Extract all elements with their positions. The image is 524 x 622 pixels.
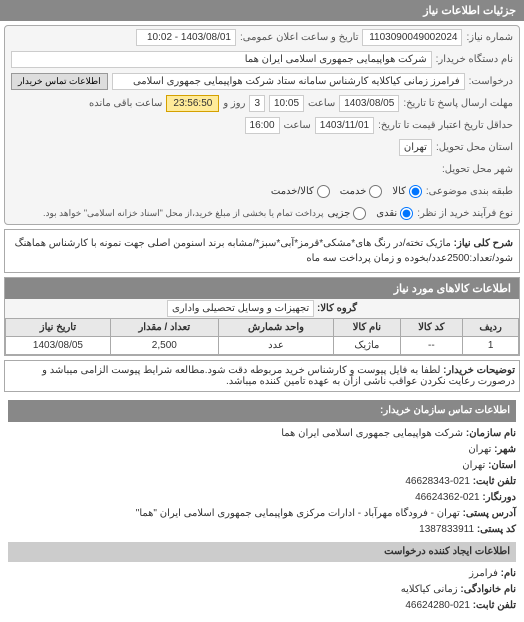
requester-value: شرکت هواپیمایی جمهوری اسلامی ایران هما	[11, 51, 432, 68]
contact-province-label: استان:	[488, 460, 516, 471]
datetime-label: تاریخ و ساعت اعلان عمومی:	[240, 32, 359, 43]
cell-code: --	[400, 337, 463, 355]
cash-radio-label: نقدی	[376, 208, 397, 219]
name-label: نام:	[501, 568, 516, 579]
deadline-time-label: ساعت	[308, 98, 335, 109]
service-radio-label: خدمت	[340, 186, 367, 197]
classification-radios: کالا خدمت کالا/خدمت	[271, 185, 422, 198]
page-title: جزئیات اطلاعات نیاز	[423, 5, 516, 17]
ref-number-value: 1103090049002024	[362, 29, 462, 46]
contact-city-value: تهران	[468, 444, 491, 455]
group-value: تجهیزات و وسایل تحصیلی واداری	[167, 300, 314, 317]
partial-radio-label: جزیی	[327, 208, 350, 219]
validity-label: حداقل تاریخ اعتبار قیمت تا تاریخ:	[378, 120, 513, 131]
org-label: نام سازمان:	[466, 428, 516, 439]
validity-time: 16:00	[245, 117, 280, 134]
goods-table-section: اطلاعات کالاهای مورد نیاز گروه کالا: تجه…	[4, 277, 520, 356]
creator-header: اطلاعات ایجاد کننده درخواست	[8, 542, 516, 562]
info-section: شماره نیاز: 1103090049002024 تاریخ و ساع…	[4, 25, 520, 225]
remaining-days-label: روز و	[223, 98, 245, 109]
cell-unit: عدد	[218, 337, 334, 355]
org-value: شرکت هواپیمایی جمهوری اسلامی ایران هما	[281, 428, 463, 439]
goods-radio[interactable]	[409, 185, 422, 198]
contact-header: اطلاعات تماس سازمان خریدار:	[8, 400, 516, 422]
phone2-value: 021-46624280	[405, 600, 470, 611]
table-row: 1 -- ماژیک عدد 2,500 1403/08/05	[6, 337, 519, 355]
payment-type-label: نوع فرآیند خرید از نظر:	[417, 208, 513, 219]
deadline-time: 10:05	[269, 95, 304, 112]
phone-value: 021-46628343	[405, 476, 470, 487]
fax-label: دورنگار:	[482, 492, 516, 503]
address-value: تهران - فرودگاه مهرآباد - ادارات مرکزی ه…	[136, 508, 460, 519]
remaining-days: 3	[249, 95, 265, 112]
contact-buyer-button[interactable]: اطلاعات تماس خریدار	[11, 73, 108, 90]
cell-name: ماژیک	[334, 337, 400, 355]
family-value: زمانی کیاکلایه	[401, 584, 458, 595]
postal-value: 1387833911	[419, 524, 474, 535]
request-value: فرامرز زمانی کیاکلایه کارشناس سامانه ستا…	[112, 73, 465, 90]
goods-table: ردیف کد کالا نام کالا واحد شمارش تعداد /…	[5, 318, 519, 355]
description-label: شرح کلی نیاز:	[454, 238, 513, 249]
contact-province-value: تهران	[462, 460, 485, 471]
page-header: جزئیات اطلاعات نیاز	[0, 0, 524, 21]
goods-service-radio[interactable]	[317, 185, 330, 198]
goods-service-radio-label: کالا/خدمت	[271, 186, 314, 197]
deadline-label: مهلت ارسال پاسخ تا تاریخ:	[403, 98, 513, 109]
col-code: کد کالا	[400, 319, 463, 337]
buyer-notes-box: توضیحات خریدار: لطفا به فایل پیوست و کار…	[4, 360, 520, 392]
goods-section-title: اطلاعات کالاهای مورد نیاز	[5, 278, 519, 299]
validity-date: 1403/11/01	[315, 117, 374, 134]
cell-date: 1403/08/05	[6, 337, 111, 355]
validity-time-label: ساعت	[284, 120, 311, 131]
service-radio[interactable]	[369, 185, 382, 198]
postal-label: کد پستی:	[477, 524, 516, 535]
col-unit: واحد شمارش	[218, 319, 334, 337]
phone-label: تلفن ثابت:	[473, 476, 516, 487]
cash-radio[interactable]	[400, 207, 413, 220]
cell-qty: 2,500	[110, 337, 218, 355]
province-value: تهران	[399, 139, 432, 156]
remaining-suffix: ساعت باقی مانده	[89, 98, 162, 109]
col-index: ردیف	[463, 319, 519, 337]
requester-label: نام دستگاه خریدار:	[436, 54, 513, 65]
remaining-time: 23:56:50	[166, 95, 219, 112]
phone2-label: تلفن ثابت:	[473, 600, 516, 611]
table-header-row: ردیف کد کالا نام کالا واحد شمارش تعداد /…	[6, 319, 519, 337]
col-name: نام کالا	[334, 319, 400, 337]
contact-section: اطلاعات تماس سازمان خریدار: نام سازمان: …	[4, 396, 520, 618]
classification-label: طبقه بندی موضوعی:	[426, 186, 513, 197]
address-label: آدرس پستی:	[463, 508, 516, 519]
contact-city-label: شهر:	[494, 444, 516, 455]
col-date: تاریخ نیاز	[6, 319, 111, 337]
request-label: درخواست:	[469, 76, 513, 87]
partial-note: پرداخت تمام یا بخشی از مبلغ خرید،از محل …	[43, 208, 323, 219]
name-value: فرامرز	[469, 568, 498, 579]
fax-value: 021-46624362	[415, 492, 480, 503]
datetime-value: 1403/08/01 - 10:02	[136, 29, 236, 46]
description-text: ماژیک تخته/در رنگ های*مشکی*قرمز*آبی*سبز*…	[15, 238, 513, 264]
deadline-date: 1403/08/05	[339, 95, 399, 112]
goods-radio-label: کالا	[392, 186, 406, 197]
ref-number-label: شماره نیاز:	[466, 32, 513, 43]
family-label: نام خانوادگی:	[460, 584, 516, 595]
description-box: شرح کلی نیاز: ماژیک تخته/در رنگ های*مشکی…	[4, 229, 520, 273]
col-qty: تعداد / مقدار	[110, 319, 218, 337]
notes-label: توضیحات خریدار:	[443, 365, 515, 376]
cell-index: 1	[463, 337, 519, 355]
province-label: استان محل تحویل:	[436, 142, 513, 153]
group-label: گروه کالا:	[317, 303, 357, 314]
partial-radio[interactable]	[353, 207, 366, 220]
payment-radios: نقدی جزیی	[327, 207, 413, 220]
city-label: شهر محل تحویل:	[442, 164, 513, 175]
